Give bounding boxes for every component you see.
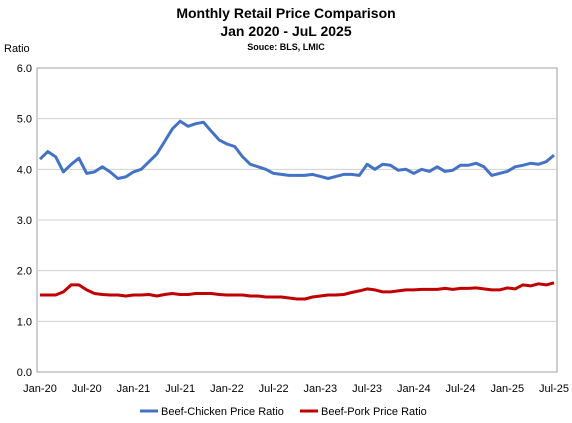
x-tick-label: Jul-22 — [259, 383, 289, 395]
legend-label-1: Beef-Chicken Price Ratio — [161, 406, 284, 418]
legend: Beef-Chicken Price Ratio Beef-Pork Price … — [140, 406, 427, 418]
y-tick-label: 5.0 — [17, 114, 32, 126]
y-tick-label: 0.0 — [17, 367, 32, 379]
y-tick-label: 1.0 — [17, 316, 32, 328]
x-tick-label: Jan-22 — [210, 383, 244, 395]
x-tick-label: Jul-24 — [446, 383, 476, 395]
x-tick-label: Jul-21 — [165, 383, 195, 395]
y-axis-label: Ratio — [4, 43, 30, 55]
x-axis-ticks: Jan-20 Jul-20 Jan-21 Jul-21 Jan-22 Jul-22 Jan-… — [23, 383, 569, 395]
chart-source: Souce: BLS, LMIC — [247, 42, 325, 52]
chart-title: Monthly Retail Price Comparison — [176, 5, 395, 21]
series-line-2 — [40, 281, 555, 301]
legend-label-2: Beef-Pork Price Ratio — [321, 406, 427, 418]
series-line-1 — [38, 119, 555, 180]
series-lines — [38, 119, 555, 301]
x-tick-label: Jul-23 — [352, 383, 382, 395]
y-axis-ticks: 0.0 1.0 2.0 3.0 4.0 5.0 6.0 — [17, 63, 32, 379]
x-tick-label: Jan-24 — [397, 383, 431, 395]
y-tick-label: 2.0 — [17, 266, 32, 278]
x-tick-label: Jul-25 — [539, 383, 569, 395]
y-tick-label: 6.0 — [17, 63, 32, 75]
x-tick-label: Jan-25 — [490, 383, 524, 395]
y-tick-label: 3.0 — [17, 215, 32, 227]
y-tick-label: 4.0 — [17, 164, 32, 176]
chart-subtitle: Jan 2020 - JuL 2025 — [220, 23, 351, 39]
x-tick-label: Jan-21 — [117, 383, 151, 395]
gridlines — [37, 118, 557, 322]
x-tick-label: Jul-20 — [72, 383, 102, 395]
x-tick-label: Jan-20 — [23, 383, 57, 395]
x-tick-label: Jan-23 — [304, 383, 338, 395]
